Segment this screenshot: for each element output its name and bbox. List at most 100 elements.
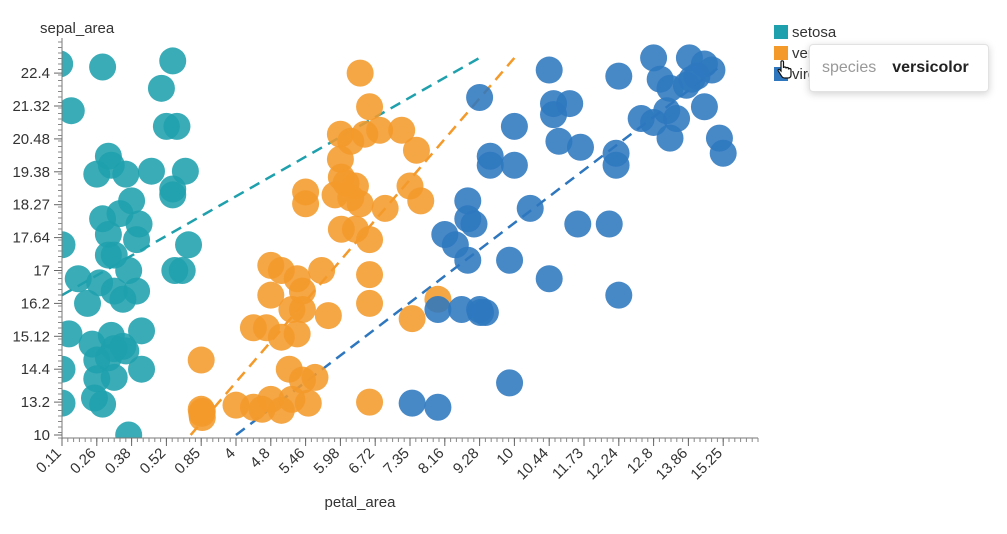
- virginica-point[interactable]: [640, 44, 668, 72]
- setosa-point[interactable]: [109, 285, 137, 313]
- versicolor-point[interactable]: [356, 261, 384, 289]
- legend-label: setosa: [792, 24, 837, 41]
- setosa-point[interactable]: [147, 74, 175, 102]
- virginica-point[interactable]: [540, 101, 568, 129]
- setosa-point[interactable]: [74, 289, 102, 317]
- versicolor-point[interactable]: [187, 346, 215, 374]
- versicolor-point[interactable]: [188, 404, 216, 432]
- versicolor-point[interactable]: [356, 388, 384, 416]
- setosa-point[interactable]: [55, 320, 83, 348]
- virginica-point[interactable]: [545, 127, 573, 155]
- versicolor-point[interactable]: [308, 257, 336, 284]
- virginica-point[interactable]: [516, 194, 544, 222]
- versicolor-point[interactable]: [257, 281, 285, 309]
- virginica-point[interactable]: [500, 151, 528, 179]
- setosa-point[interactable]: [94, 220, 122, 248]
- versicolor-point[interactable]: [402, 136, 430, 164]
- versicolor-point[interactable]: [292, 190, 320, 218]
- y-tick-label: 16.2: [21, 295, 50, 312]
- virginica-point[interactable]: [500, 112, 528, 140]
- versicolor-point[interactable]: [314, 302, 342, 330]
- virginica-point[interactable]: [535, 56, 563, 84]
- setosa-point[interactable]: [89, 53, 117, 81]
- setosa-point[interactable]: [128, 317, 156, 345]
- setosa-point[interactable]: [46, 50, 74, 78]
- virginica-point[interactable]: [690, 93, 718, 121]
- versicolor-point[interactable]: [248, 395, 276, 423]
- versicolor-point[interactable]: [371, 194, 399, 222]
- versicolor-point[interactable]: [388, 116, 416, 144]
- virginica-point[interactable]: [595, 210, 623, 238]
- x-tick-label: 8.16: [415, 445, 448, 478]
- setosa-point[interactable]: [112, 160, 140, 188]
- setosa-point[interactable]: [49, 389, 76, 417]
- virginica-point[interactable]: [653, 97, 681, 125]
- x-tick-label: 12.24: [583, 445, 622, 484]
- x-tick-label: 13.86: [653, 445, 692, 484]
- x-tick-label: 6.72: [345, 445, 378, 478]
- setosa-point[interactable]: [49, 355, 76, 383]
- y-tick-label: 13.2: [21, 394, 50, 411]
- versicolor-point[interactable]: [398, 305, 426, 333]
- virginica-point[interactable]: [602, 151, 630, 179]
- setosa-point[interactable]: [100, 363, 128, 391]
- setosa-point[interactable]: [168, 257, 196, 284]
- virginica-point[interactable]: [424, 393, 452, 421]
- virginica-point[interactable]: [496, 369, 524, 397]
- setosa-point[interactable]: [159, 47, 187, 75]
- setosa-point[interactable]: [89, 390, 117, 418]
- setosa-point[interactable]: [175, 231, 203, 259]
- versicolor-point[interactable]: [407, 187, 435, 215]
- setosa-point[interactable]: [115, 257, 143, 284]
- setosa-point[interactable]: [171, 157, 199, 185]
- versicolor-point[interactable]: [356, 289, 384, 317]
- virginica-point[interactable]: [424, 295, 452, 323]
- scatter-points: [46, 44, 737, 449]
- setosa-point[interactable]: [64, 265, 92, 293]
- setosa-point[interactable]: [49, 231, 76, 259]
- setosa-point[interactable]: [128, 355, 156, 383]
- x-tick-label: 4: [221, 445, 239, 463]
- versicolor-point[interactable]: [288, 295, 316, 323]
- versicolor-trend-line: [189, 57, 516, 436]
- y-tick-label: 21.32: [12, 98, 50, 115]
- setosa-point[interactable]: [137, 157, 165, 185]
- versicolor-point[interactable]: [283, 320, 311, 348]
- setosa-point[interactable]: [159, 181, 187, 209]
- setosa-point[interactable]: [163, 112, 191, 140]
- virginica-point[interactable]: [398, 389, 426, 417]
- virginica-point[interactable]: [605, 62, 633, 90]
- x-tick-label: 9.28: [450, 445, 483, 478]
- setosa-trend-line: [62, 56, 481, 297]
- virginica-point[interactable]: [656, 124, 684, 152]
- versicolor-point[interactable]: [294, 389, 322, 417]
- versicolor-point[interactable]: [346, 59, 374, 87]
- virginica-point[interactable]: [460, 210, 488, 238]
- setosa-point[interactable]: [123, 226, 151, 254]
- virginica-point[interactable]: [535, 265, 563, 293]
- setosa-point[interactable]: [112, 337, 140, 365]
- versicolor-point[interactable]: [356, 226, 384, 254]
- virginica-point[interactable]: [564, 210, 592, 238]
- setosa-point[interactable]: [115, 421, 143, 449]
- versicolor-point[interactable]: [267, 396, 295, 424]
- legend-item-setosa[interactable]: setosa: [774, 24, 837, 41]
- versicolor-point[interactable]: [301, 363, 329, 391]
- virginica-point[interactable]: [496, 246, 524, 274]
- versicolor-point[interactable]: [366, 116, 394, 144]
- x-axis-title: petal_area: [325, 494, 397, 511]
- virginica-point[interactable]: [466, 83, 494, 111]
- virginica-point[interactable]: [605, 281, 633, 309]
- virginica-point[interactable]: [467, 299, 495, 327]
- virginica-point[interactable]: [476, 151, 504, 179]
- virginica-point[interactable]: [709, 139, 737, 167]
- versicolor-point[interactable]: [346, 190, 374, 218]
- virginica-point[interactable]: [566, 133, 594, 161]
- setosa-point[interactable]: [58, 97, 85, 125]
- setosa-point[interactable]: [118, 187, 146, 215]
- virginica-point[interactable]: [454, 246, 482, 274]
- versicolor-point[interactable]: [356, 93, 384, 121]
- x-tick-label: 15.25: [687, 445, 726, 484]
- virginica-point[interactable]: [698, 56, 726, 84]
- legend-swatch: [774, 25, 788, 39]
